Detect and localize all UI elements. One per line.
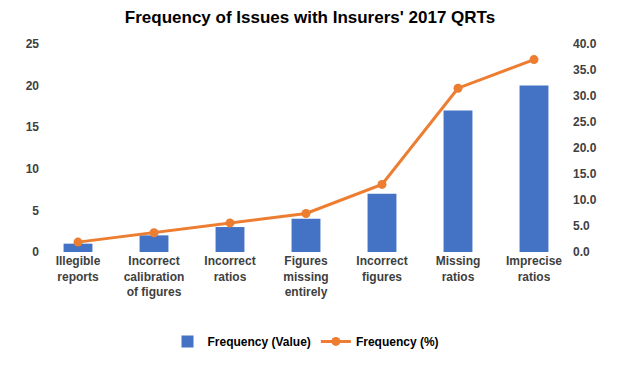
svg-text:Figuresmissingentirely: Figuresmissingentirely (283, 254, 328, 299)
svg-text:40.0: 40.0 (573, 37, 597, 51)
svg-text:35.0: 35.0 (573, 63, 597, 77)
svg-text:Impreciseratios: Impreciseratios (506, 254, 562, 284)
svg-text:Illegiblereports: Illegiblereports (56, 254, 101, 284)
svg-text:15: 15 (26, 120, 40, 134)
svg-text:10.0: 10.0 (573, 193, 597, 207)
svg-text:30.0: 30.0 (573, 89, 597, 103)
svg-text:0.0: 0.0 (573, 245, 590, 259)
svg-text:Frequency (Value): Frequency (Value) (208, 335, 311, 349)
svg-text:Frequency (%): Frequency (%) (356, 335, 439, 349)
svg-text:Incorrectfigures: Incorrectfigures (356, 254, 407, 284)
svg-text:5: 5 (32, 204, 39, 218)
svg-text:25: 25 (26, 37, 40, 51)
svg-text:Incorrectratios: Incorrectratios (204, 254, 255, 284)
svg-text:0: 0 (32, 245, 39, 259)
svg-text:10: 10 (26, 162, 40, 176)
svg-text:15.0: 15.0 (573, 167, 597, 181)
svg-text:20.0: 20.0 (573, 141, 597, 155)
svg-text:Frequency of Issues with Insur: Frequency of Issues with Insurers' 2017 … (125, 8, 495, 27)
svg-text:Missingratios: Missingratios (436, 254, 481, 284)
svg-text:20: 20 (26, 79, 40, 93)
svg-text:Incorrectcalibrationof figures: Incorrectcalibrationof figures (124, 254, 185, 299)
svg-text:5.0: 5.0 (573, 219, 590, 233)
svg-text:25.0: 25.0 (573, 115, 597, 129)
